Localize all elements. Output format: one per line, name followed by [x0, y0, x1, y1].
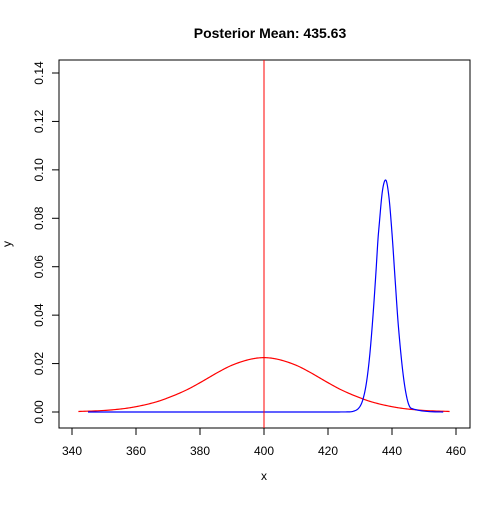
x-tick-label: 460: [446, 444, 466, 458]
y-tick-label: 0.02: [32, 352, 46, 376]
y-tick-label: 0.06: [32, 255, 46, 279]
x-tick-label: 360: [126, 444, 146, 458]
x-tick-label: 400: [254, 444, 274, 458]
x-axis: 340 360 380 400 420 440 460: [62, 427, 466, 458]
chart-title: Posterior Mean: 435.63: [194, 25, 347, 41]
series-line-2: [88, 179, 444, 413]
x-tick-label: 420: [318, 444, 338, 458]
y-tick-label: 0.00: [32, 400, 46, 424]
y-tick-label: 0.12: [32, 109, 46, 133]
y-axis-label: y: [0, 241, 14, 247]
y-tick-label: 0.10: [32, 158, 46, 182]
series-layer: [78, 60, 450, 428]
y-tick-label: 0.04: [32, 303, 46, 327]
x-tick-label: 440: [382, 444, 402, 458]
x-tick-label: 340: [62, 444, 82, 458]
y-axis: 0.00 0.02 0.04 0.06 0.08 0.10 0.12 0.14: [32, 61, 60, 424]
x-tick-label: 380: [190, 444, 210, 458]
y-tick-label: 0.14: [32, 61, 46, 85]
y-tick-label: 0.08: [32, 206, 46, 230]
x-axis-label: x: [261, 469, 267, 483]
